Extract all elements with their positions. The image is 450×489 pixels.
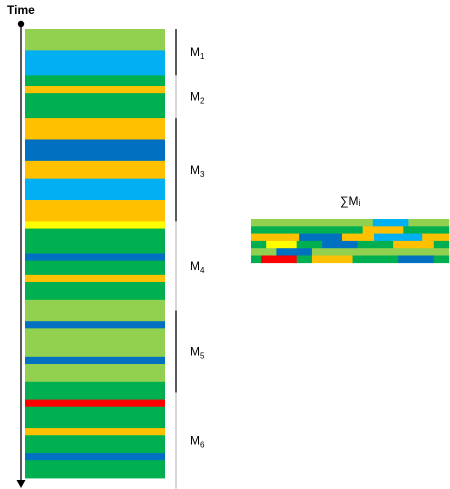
timeline-band-green bbox=[25, 75, 165, 87]
sum-cell-green bbox=[433, 255, 450, 264]
sum-cell-green bbox=[433, 240, 450, 249]
segment-label-m6: M6 bbox=[190, 434, 205, 450]
segment-brackets: M1 M2 M3 M4 M5 M6 bbox=[175, 29, 205, 489]
sum-cell-blue bbox=[276, 248, 313, 256]
timeline-band-orange bbox=[25, 200, 165, 222]
timeline-band-blue bbox=[25, 253, 165, 262]
timeline-band-green bbox=[25, 228, 165, 254]
sum-cell-orange bbox=[251, 233, 300, 242]
timeline-stack bbox=[25, 29, 165, 479]
timeline-band-orange bbox=[25, 160, 165, 180]
timeline-band-green bbox=[25, 406, 165, 429]
timeline-band-light-green bbox=[25, 363, 165, 383]
timeline-band-orange bbox=[25, 118, 165, 140]
sum-cell-light-green bbox=[251, 219, 374, 227]
timeline-band-blue bbox=[25, 321, 165, 329]
timeline-band-green bbox=[25, 435, 165, 454]
timeline-band-green bbox=[25, 93, 165, 119]
timeline-band-blue bbox=[25, 453, 165, 461]
timeline-band-blue bbox=[25, 139, 165, 162]
segment-label-m2: M2 bbox=[190, 90, 205, 106]
sum-cell-red bbox=[261, 255, 297, 264]
timeline-band-red bbox=[25, 399, 165, 408]
sum-cell-light-green bbox=[311, 248, 450, 256]
sum-label: ∑Mᵢ bbox=[340, 194, 361, 208]
timeline-band-green bbox=[25, 460, 165, 479]
timeline-band-light-green bbox=[25, 29, 165, 51]
timeline-band-orange bbox=[25, 274, 165, 283]
timeline-band-green bbox=[25, 381, 165, 401]
segment-label-m1: M1 bbox=[190, 45, 205, 61]
sum-cell-blue bbox=[398, 255, 435, 264]
sum-cell-blue bbox=[299, 233, 343, 242]
sum-cell-light-green bbox=[251, 248, 277, 256]
timeline-band-yellow bbox=[25, 221, 165, 229]
sum-cell-orange bbox=[393, 240, 435, 249]
sum-cell-orange bbox=[311, 255, 353, 264]
timeline-band-blue bbox=[25, 356, 165, 365]
segment-label-m4: M4 bbox=[190, 259, 205, 275]
sum-cell-green bbox=[296, 255, 313, 264]
time-axis-start-dot bbox=[17, 20, 25, 28]
timeline-band-green bbox=[25, 260, 165, 276]
sum-cell-light-green bbox=[408, 219, 450, 227]
sum-cell-green bbox=[251, 240, 267, 249]
sum-cell-light-blue bbox=[374, 233, 423, 242]
sum-cell-green bbox=[357, 240, 394, 249]
timeline-band-green bbox=[25, 282, 165, 301]
sum-cell-yellow bbox=[266, 240, 297, 249]
sum-cell-orange bbox=[362, 226, 404, 234]
sum-cell-orange bbox=[341, 233, 375, 242]
timeline-band-orange bbox=[25, 86, 165, 94]
timeline-band-light-green bbox=[25, 328, 165, 358]
sum-cell-green bbox=[352, 255, 399, 264]
sum-cell-green bbox=[251, 255, 262, 264]
sum-cell-green bbox=[403, 226, 450, 234]
timeline-band-light-green bbox=[25, 299, 165, 322]
sum-summary: ∑Mᵢ bbox=[251, 194, 450, 264]
timeline-band-orange bbox=[25, 428, 165, 436]
time-axis: Time bbox=[7, 3, 35, 488]
sum-cell-green bbox=[296, 240, 323, 249]
sum-cell-blue bbox=[322, 240, 358, 249]
sum-cell-orange bbox=[422, 233, 450, 242]
timeline-band-light-blue bbox=[25, 50, 165, 76]
time-axis-label: Time bbox=[7, 3, 35, 17]
time-axis-arrowhead bbox=[16, 480, 26, 488]
sum-cell-light-blue bbox=[372, 219, 409, 227]
timeline-band-light-blue bbox=[25, 178, 165, 201]
segment-label-m5: M5 bbox=[190, 345, 205, 361]
sum-stack bbox=[251, 219, 450, 264]
segment-label-m3: M3 bbox=[190, 163, 205, 179]
sum-cell-green bbox=[251, 226, 363, 234]
